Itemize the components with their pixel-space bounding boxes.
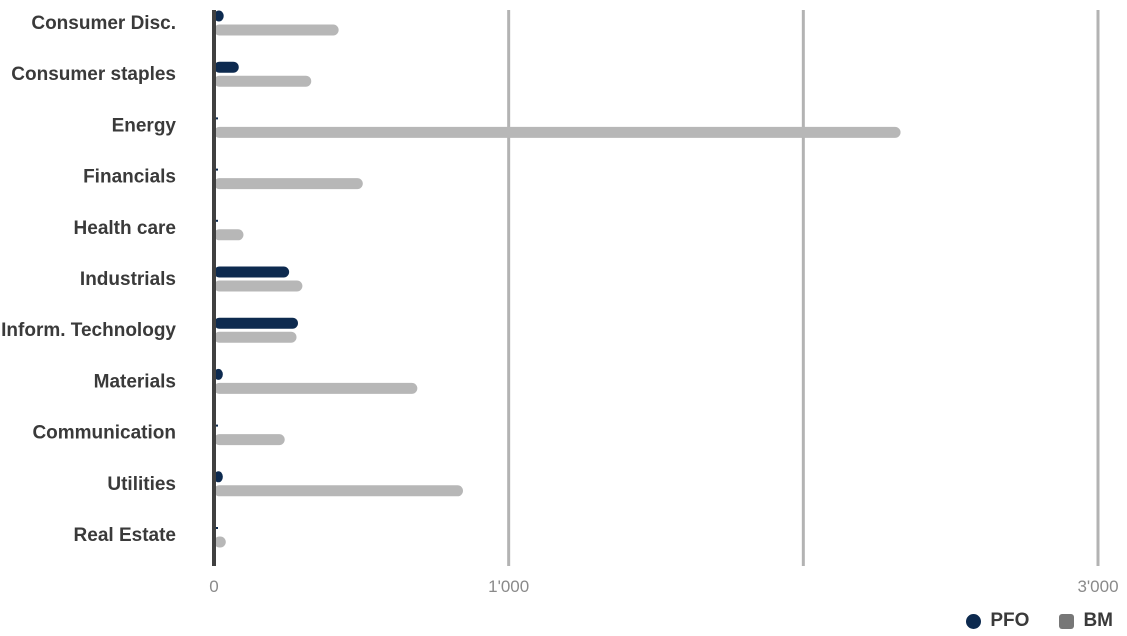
category-label: Real Estate bbox=[74, 525, 176, 546]
bar-pfo bbox=[214, 368, 223, 380]
category-label: Energy bbox=[112, 115, 177, 136]
bar-bm bbox=[214, 178, 363, 190]
bar-pfo bbox=[216, 424, 218, 427]
bar-bm bbox=[214, 24, 339, 36]
bar-pfo bbox=[214, 10, 224, 22]
bar-pfo bbox=[214, 266, 290, 278]
tick-label: 0 bbox=[209, 577, 218, 596]
category-label: Health care bbox=[74, 218, 176, 239]
bar-pfo bbox=[216, 168, 218, 171]
bar-bm bbox=[214, 485, 463, 497]
bar-bm bbox=[214, 229, 244, 241]
bar-bm bbox=[214, 75, 312, 87]
bar-pfo bbox=[216, 117, 218, 120]
bar-bm bbox=[214, 280, 303, 292]
bar-bm bbox=[214, 382, 418, 394]
bar-bm bbox=[214, 434, 285, 446]
category-label: Utilities bbox=[107, 474, 176, 495]
legend-label-bm: BM bbox=[1083, 610, 1113, 631]
legend-swatch-bm bbox=[1059, 613, 1075, 629]
legend-label-pfo: PFO bbox=[990, 610, 1030, 631]
category-label: Consumer staples bbox=[11, 64, 176, 85]
bar-bm bbox=[214, 536, 226, 548]
tick-labels: 0 1'000 3'000 bbox=[209, 577, 1118, 596]
tick-label: 3'000 bbox=[1077, 577, 1118, 596]
category-labels: Consumer Disc. Consumer staples Energy Fina… bbox=[1, 13, 176, 546]
bars bbox=[214, 10, 901, 548]
category-label: Consumer Disc. bbox=[31, 13, 176, 34]
legend-item-bm: BM bbox=[1059, 610, 1113, 632]
gridlines bbox=[507, 10, 1100, 566]
bar-pfo bbox=[214, 317, 298, 329]
category-label: Inform. Technology bbox=[1, 320, 176, 341]
bar-bm bbox=[214, 331, 297, 343]
tick-label: 1'000 bbox=[488, 577, 529, 596]
category-label: Industrials bbox=[80, 269, 176, 290]
bar-pfo bbox=[214, 471, 223, 483]
legend: PFO BM bbox=[966, 610, 1113, 632]
category-label: Communication bbox=[32, 423, 176, 444]
legend-item-pfo: PFO bbox=[966, 610, 1029, 632]
bar-pfo bbox=[214, 61, 239, 73]
bar-pfo bbox=[216, 219, 218, 222]
bar-pfo bbox=[216, 527, 218, 529]
legend-swatch-pfo bbox=[966, 613, 982, 629]
category-label: Financials bbox=[83, 167, 176, 188]
category-label: Materials bbox=[94, 371, 176, 392]
bar-bm bbox=[214, 126, 901, 138]
